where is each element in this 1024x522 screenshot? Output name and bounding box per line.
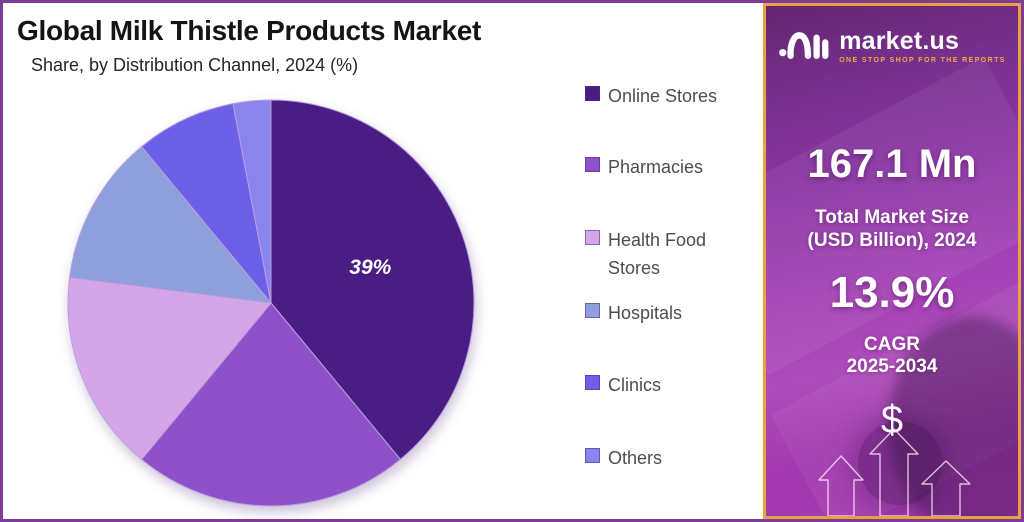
legend-item-hospitals: Hospitals	[585, 300, 682, 328]
legend-item-online-stores: Online Stores	[585, 83, 717, 111]
pie-slice-health-food-stores	[67, 277, 272, 461]
page-title: Global Milk Thistle Products Market	[17, 15, 482, 46]
cagr-label-line1: CAGR	[864, 334, 920, 355]
brand-tagline: ONE STOP SHOP FOR THE REPORTS	[839, 57, 1006, 64]
legend-swatch	[585, 86, 600, 101]
chart-area: Global Milk Thistle Products Market Shar…	[3, 3, 769, 519]
legend-swatch	[585, 230, 600, 245]
pie-slice-hospitals	[69, 145, 273, 304]
dollar-icon: $	[880, 398, 904, 442]
legend-item-pharmacies: Pharmacies	[585, 154, 703, 182]
pie-slice-online-stores	[270, 99, 475, 461]
legend-item-others: Others	[585, 445, 662, 473]
pie-slice-clinics	[140, 103, 272, 304]
pie-slice-others	[232, 99, 272, 304]
legend-label: Clinics	[608, 375, 662, 395]
legend-swatch	[585, 157, 600, 172]
chart-legend: Online Stores Pharmacies Health Food Sto…	[585, 3, 761, 519]
legend-label: Others	[608, 448, 663, 468]
page-subtitle: Share, by Distribution Channel, 2024 (%)	[31, 55, 359, 75]
brand-sidebar: market.us ONE STOP SHOP FOR THE REPORTS …	[763, 3, 1021, 519]
market-size-label-line2: (USD Billion), 2024	[807, 230, 977, 252]
legend-label: Pharmacies	[608, 157, 704, 177]
pie-chart: 39%	[59, 91, 483, 515]
legend-label: Health Food Stores	[608, 230, 707, 278]
growth-arrows-icon	[818, 428, 971, 516]
market-size-label-line1: Total Market Size	[815, 207, 969, 228]
cagr-label-line2: 2025-2034	[846, 356, 938, 378]
legend-swatch	[585, 303, 600, 318]
pie-slice-pharmacies	[140, 302, 402, 507]
brand-name: market.us	[839, 27, 960, 55]
market-size-value: 167.1 Mn	[807, 142, 977, 186]
brand-logo: market.us ONE STOP SHOP FOR THE REPORTS	[766, 26, 1018, 67]
legend-item-health-food-stores: Health Food Stores	[585, 227, 761, 283]
legend-label: Hospitals	[608, 303, 683, 323]
marketus-logo-icon	[778, 26, 830, 67]
legend-label: Online Stores	[608, 86, 718, 106]
cagr-label: CAGR 2025-2034	[766, 334, 1018, 379]
market-size-label: Total Market Size (USD Billion), 2024	[766, 206, 1018, 252]
legend-swatch	[585, 375, 600, 390]
cagr-value: 13.9%	[829, 268, 955, 317]
legend-swatch	[585, 448, 600, 463]
pie-chart-svg: 39%	[67, 99, 475, 507]
pie-data-label: 39%	[349, 256, 391, 279]
legend-item-clinics: Clinics	[585, 372, 661, 400]
